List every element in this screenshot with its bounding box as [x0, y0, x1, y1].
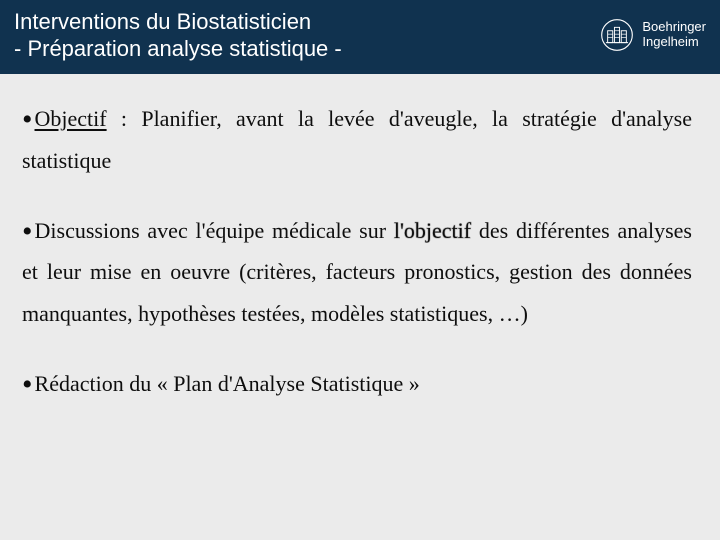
bullet-dot-icon: •	[22, 215, 33, 248]
company-name-line-2: Ingelheim	[642, 35, 706, 50]
company-name-line-1: Boehringer	[642, 20, 706, 35]
slide-body: •Objectif : Planifier, avant la levée d'…	[0, 74, 720, 425]
title-line-2: - Préparation analyse statistique -	[14, 35, 342, 63]
bullet-text: : Planifier, avant la levée d'aveugle, l…	[22, 106, 692, 173]
bullet-text: Rédaction du « Plan d'Analyse Statistiqu…	[35, 371, 420, 396]
bullet-highlight: l'objectif	[394, 218, 471, 243]
bullet-discussions: •Discussions avec l'équipe médicale sur …	[22, 210, 692, 335]
company-name: Boehringer Ingelheim	[642, 20, 706, 50]
bullet-prefix: Discussions avec l'équipe médicale sur	[35, 218, 394, 243]
slide-title: Interventions du Biostatisticien - Prépa…	[14, 8, 342, 63]
bullet-dot-icon: •	[22, 368, 33, 401]
bullet-dot-icon: •	[22, 103, 33, 136]
building-icon	[600, 18, 634, 52]
bullet-objectif: •Objectif : Planifier, avant la levée d'…	[22, 98, 692, 182]
company-logo: Boehringer Ingelheim	[600, 18, 706, 52]
bullet-lead: Objectif	[35, 106, 107, 131]
title-line-1: Interventions du Biostatisticien	[14, 8, 342, 36]
bullet-group-2: •Discussions avec l'équipe médicale sur …	[22, 210, 692, 405]
bullet-redaction: •Rédaction du « Plan d'Analyse Statistiq…	[22, 363, 692, 405]
slide-header: Interventions du Biostatisticien - Prépa…	[0, 0, 720, 74]
